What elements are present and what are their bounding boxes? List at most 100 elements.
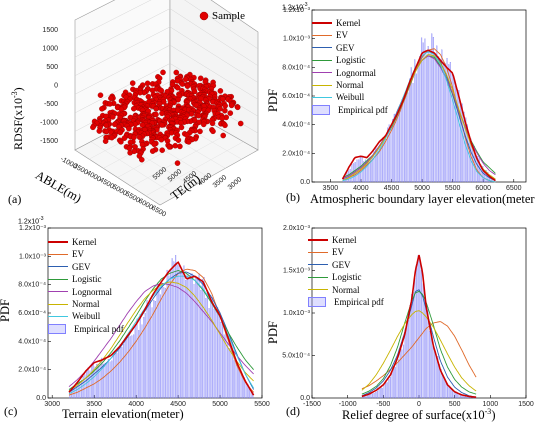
histogram-bar bbox=[431, 33, 433, 183]
scatter-point bbox=[174, 160, 181, 166]
legend-item-empirical-pdf: Empirical pdf bbox=[308, 296, 384, 308]
scatter-point bbox=[179, 81, 186, 87]
histogram-bar bbox=[89, 370, 91, 399]
histogram-bar bbox=[206, 290, 209, 399]
histogram-bar bbox=[445, 381, 447, 399]
y-tick-label: 2.0x10⁻⁴ bbox=[282, 150, 310, 157]
scale-note-c-exp: -3 bbox=[39, 216, 44, 222]
scale-note-b: 1.2x10-3 bbox=[282, 2, 307, 11]
histogram-bar bbox=[477, 156, 479, 183]
panel-letter-b: (b) bbox=[286, 190, 300, 204]
scatter-point bbox=[102, 138, 109, 144]
histogram-bar bbox=[205, 298, 207, 399]
histogram-bar bbox=[373, 151, 375, 183]
scatter-point bbox=[153, 106, 159, 112]
panel-letter-d: (d) bbox=[286, 404, 300, 418]
gridline bbox=[169, 26, 259, 83]
histogram-bar bbox=[82, 376, 84, 399]
legend-d: Kernel EV GEV Logistic Normal Empirical pdf bbox=[308, 234, 384, 308]
z-axis-label-a: RDSF(x10-3) bbox=[10, 87, 26, 150]
histogram-bar bbox=[218, 312, 220, 399]
scatter-point bbox=[127, 150, 133, 156]
chart-d: 0.0 5.0x10⁻⁴ 1.0x10⁻³ 1.5x10⁻³ 2.0x10⁻³ -1500… bbox=[282, 225, 534, 408]
histogram-bar bbox=[442, 375, 444, 399]
histogram-bar bbox=[92, 363, 94, 399]
histogram-bar bbox=[402, 344, 405, 399]
histogram-bar bbox=[420, 37, 423, 183]
legend-swatch-kernel bbox=[312, 22, 332, 25]
y-tick-label: 1.2x10⁻³ bbox=[283, 7, 311, 14]
scatter-point bbox=[209, 120, 216, 127]
legend-swatch-empirical bbox=[308, 297, 326, 308]
histogram-bar bbox=[399, 350, 401, 399]
histogram-bar bbox=[188, 275, 190, 399]
empirical-histogram bbox=[342, 33, 496, 183]
x-tick-label: 6500 bbox=[506, 185, 522, 192]
histogram-bar bbox=[368, 394, 370, 399]
scatter-point bbox=[217, 88, 224, 94]
x-tick-label: 6000 bbox=[475, 185, 491, 192]
scatter-point bbox=[166, 144, 173, 150]
histogram-bar bbox=[363, 161, 365, 183]
histogram-bar bbox=[148, 302, 150, 399]
scatter-point bbox=[173, 69, 180, 76]
x-tick-label: 4500 bbox=[384, 185, 400, 192]
legend-swatch-logistic bbox=[308, 276, 328, 278]
histogram-bar bbox=[141, 324, 143, 399]
scatter-point bbox=[159, 110, 165, 117]
histogram-bar bbox=[173, 261, 175, 399]
legend-label: Logistic bbox=[336, 55, 366, 66]
histogram-bar bbox=[440, 368, 442, 399]
histogram-bar bbox=[406, 320, 408, 399]
histogram-bar bbox=[409, 305, 411, 399]
legend-swatch-ev bbox=[48, 254, 68, 256]
histogram-bar bbox=[198, 273, 200, 399]
histogram-bar bbox=[398, 359, 400, 399]
histogram-bar bbox=[419, 56, 421, 183]
histogram-bar bbox=[424, 38, 426, 183]
histogram-bar bbox=[104, 362, 106, 399]
histogram-bar bbox=[201, 279, 203, 399]
histogram-bar bbox=[443, 61, 445, 183]
y-tick-label: 0.0 bbox=[300, 179, 310, 186]
histogram-bar bbox=[79, 381, 81, 399]
scale-note-b-text: 1.2x10 bbox=[282, 4, 304, 12]
curve-kernel bbox=[341, 49, 496, 182]
x-tick-label: 1000 bbox=[483, 401, 499, 408]
histogram-bar bbox=[190, 273, 192, 399]
x-tick-label: 3500 bbox=[86, 401, 102, 408]
curve-kernel bbox=[68, 261, 255, 396]
histogram-bar bbox=[397, 112, 399, 183]
legend-item-kernel: Kernel bbox=[48, 236, 124, 248]
scale-note-c: 1.2x10-3 bbox=[18, 216, 43, 225]
histogram-bar bbox=[161, 282, 163, 399]
histogram-bar bbox=[391, 371, 393, 399]
legend-swatch-ev bbox=[312, 35, 332, 37]
legend-b: Kernel EV GEV Logistic Lognormal Normal Weibul… bbox=[312, 17, 388, 116]
histogram-bar bbox=[419, 257, 421, 399]
histogram-bar bbox=[232, 353, 234, 399]
x-tick-label: -1000 bbox=[339, 401, 357, 408]
scatter-point bbox=[195, 112, 202, 119]
legend-swatch-gev bbox=[312, 47, 332, 49]
gridline bbox=[145, 141, 244, 197]
scale-note-b-exp: -3 bbox=[303, 2, 308, 8]
legend-label: Normal bbox=[336, 79, 364, 90]
gridline bbox=[74, 26, 171, 76]
histogram-bar bbox=[191, 273, 193, 399]
histogram-bar bbox=[124, 340, 126, 399]
legend-item-ev: EV bbox=[308, 246, 384, 258]
scatter-point bbox=[172, 142, 179, 149]
histogram-bar bbox=[417, 62, 419, 183]
histogram-bar bbox=[402, 100, 404, 183]
panel-letter-c: (c) bbox=[4, 404, 18, 418]
scatter-point bbox=[237, 120, 244, 127]
scatter-point bbox=[219, 115, 226, 121]
histogram-bar bbox=[122, 343, 125, 399]
scatter-point bbox=[222, 107, 228, 114]
z-axis-label-text: RDSF(x10 bbox=[11, 97, 25, 150]
histogram-bar bbox=[414, 59, 416, 183]
gridline bbox=[169, 63, 259, 117]
legend-sample-label: Sample bbox=[212, 10, 245, 22]
legend-item-empirical-pdf: Empirical pdf bbox=[48, 323, 124, 335]
